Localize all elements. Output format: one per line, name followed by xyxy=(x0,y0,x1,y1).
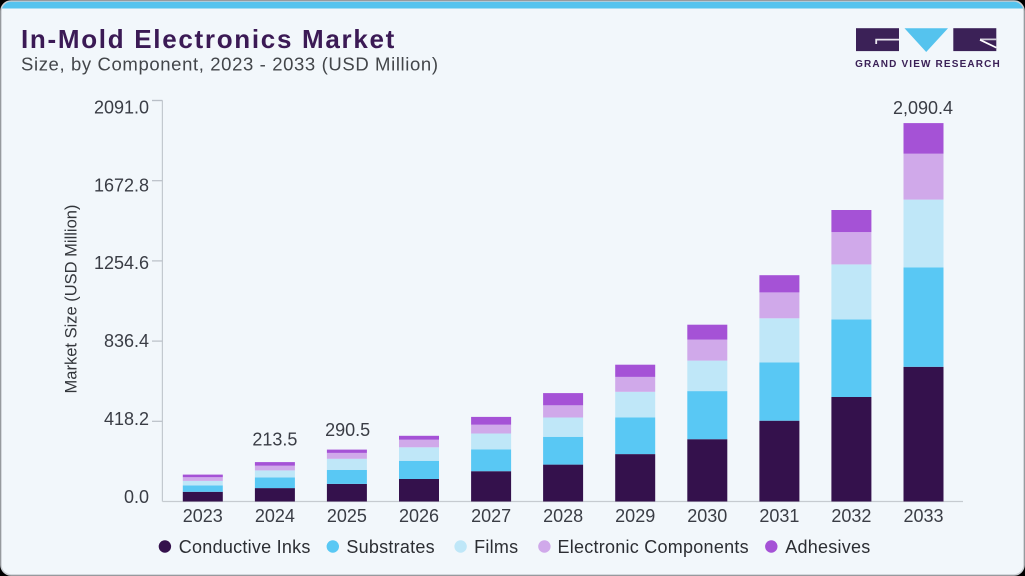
svg-text:2026: 2026 xyxy=(399,506,439,526)
svg-text:1672.8: 1672.8 xyxy=(94,175,149,195)
svg-text:Size, by Component, 2023 - 203: Size, by Component, 2023 - 2033 (USD Mil… xyxy=(21,53,439,74)
svg-text:2028: 2028 xyxy=(543,506,583,526)
svg-text:2024: 2024 xyxy=(255,506,295,526)
svg-text:GRAND VIEW RESEARCH: GRAND VIEW RESEARCH xyxy=(855,59,1001,70)
svg-text:213.5: 213.5 xyxy=(252,430,297,450)
svg-text:0.0: 0.0 xyxy=(124,487,149,507)
svg-text:Market Size (USD Million): Market Size (USD Million) xyxy=(63,205,81,394)
svg-text:2,090.4: 2,090.4 xyxy=(893,98,953,118)
svg-text:Conductive Inks: Conductive Inks xyxy=(179,537,311,557)
svg-text:418.2: 418.2 xyxy=(104,409,149,429)
svg-text:2091.0: 2091.0 xyxy=(94,97,149,117)
svg-text:290.5: 290.5 xyxy=(325,420,370,440)
svg-text:In-Mold Electronics Market: In-Mold Electronics Market xyxy=(21,24,396,54)
svg-text:2025: 2025 xyxy=(327,506,367,526)
svg-text:Substrates: Substrates xyxy=(346,537,435,557)
svg-text:2030: 2030 xyxy=(687,506,727,526)
svg-text:Adhesives: Adhesives xyxy=(785,537,870,557)
svg-text:836.4: 836.4 xyxy=(104,331,149,351)
svg-text:2031: 2031 xyxy=(759,506,799,526)
svg-text:1254.6: 1254.6 xyxy=(94,253,149,273)
svg-text:2023: 2023 xyxy=(183,506,223,526)
svg-text:Films: Films xyxy=(474,537,518,557)
svg-text:2029: 2029 xyxy=(615,506,655,526)
svg-text:2032: 2032 xyxy=(831,506,871,526)
svg-text:2027: 2027 xyxy=(471,506,511,526)
svg-text:2033: 2033 xyxy=(903,506,943,526)
svg-text:Electronic Components: Electronic Components xyxy=(558,537,749,557)
